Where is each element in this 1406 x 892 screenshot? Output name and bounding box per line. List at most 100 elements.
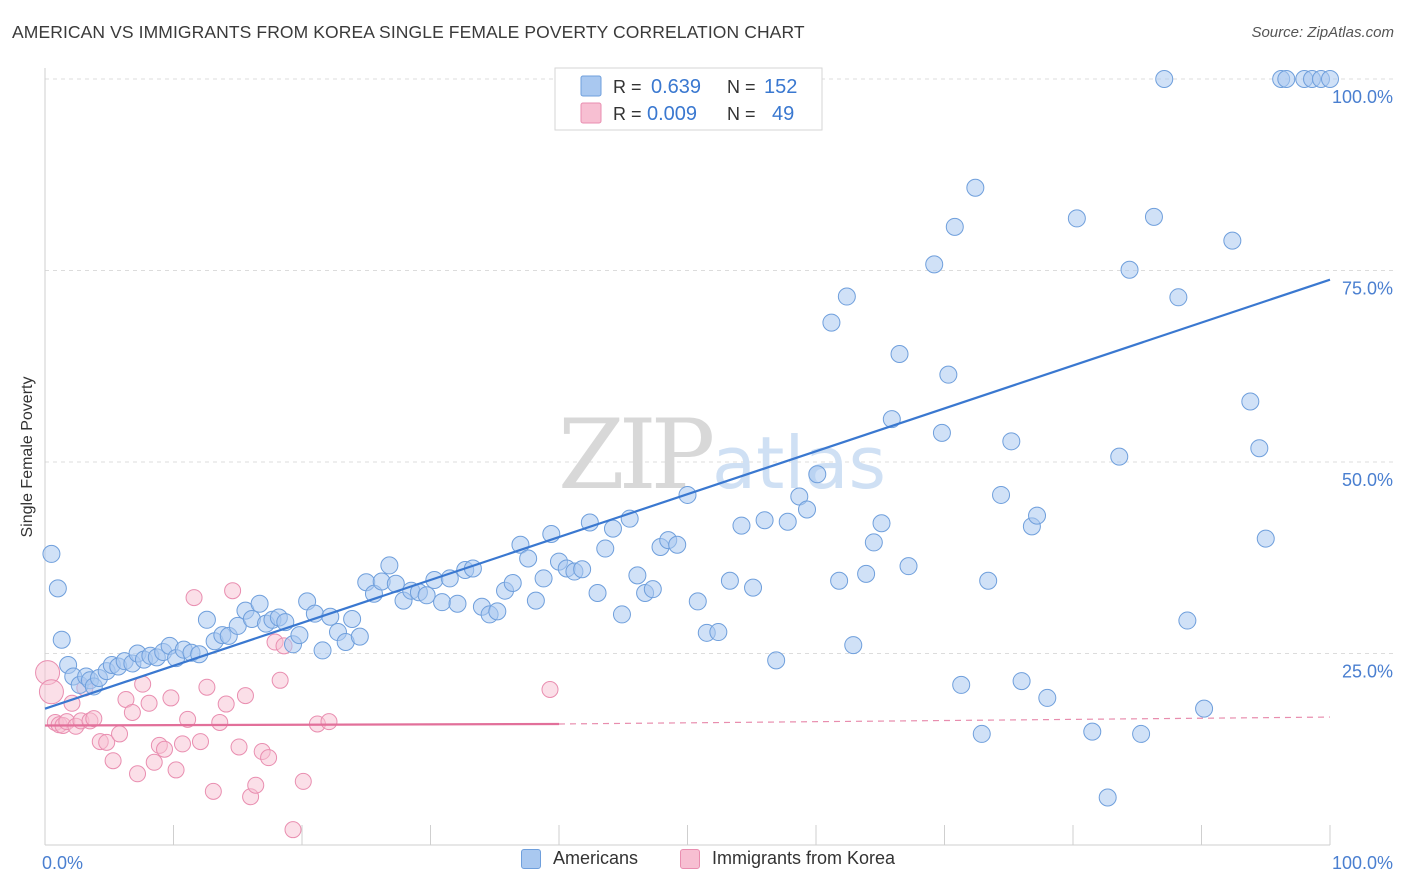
point-american-124	[1038, 688, 1057, 707]
point-american-76	[580, 513, 599, 532]
point-american-145	[1321, 70, 1339, 88]
point-korea-29	[191, 733, 209, 751]
point-american-68	[519, 549, 538, 568]
point-korea-32	[211, 713, 229, 731]
point-korea-42	[271, 671, 289, 689]
point-american-125	[1067, 209, 1086, 228]
source-label: Source: ZipAtlas.com	[1251, 24, 1394, 41]
point-american-91	[709, 623, 728, 642]
x-tick-label-0: 0.0%	[42, 853, 83, 873]
point-american-75	[573, 560, 592, 579]
point-american-137	[1241, 392, 1260, 411]
point-korea-17	[123, 703, 141, 721]
point-american-116	[966, 178, 985, 197]
point-korea-11	[85, 710, 103, 728]
point-korea-36	[236, 687, 254, 705]
point-korea-20	[140, 694, 158, 712]
point-american-99	[798, 500, 817, 519]
legend-n-value-2: 49	[772, 103, 794, 125]
point-american-101	[822, 313, 841, 332]
point-american-94	[744, 578, 763, 597]
point-american-131	[1144, 207, 1163, 226]
point-american-117	[972, 724, 991, 743]
point-american-25	[197, 610, 216, 629]
grid-lines	[45, 78, 1395, 654]
point-american-121	[1012, 672, 1031, 691]
legend-label-korea: Immigrants from Korea	[712, 848, 896, 868]
point-american-111	[925, 255, 944, 274]
point-korea-24	[162, 689, 180, 707]
axes	[44, 68, 1331, 846]
legend-r-label-1: R =	[613, 77, 642, 97]
point-korea-27	[179, 710, 197, 728]
legend-swatch-korea	[580, 102, 602, 124]
point-korea-38	[247, 776, 265, 794]
legend-swatch-korea-bottom	[680, 848, 700, 869]
trend-lines	[44, 278, 1331, 727]
point-american-133	[1169, 288, 1188, 307]
point-american-106	[864, 533, 883, 552]
legend-r-label-2: R =	[613, 104, 642, 124]
point-korea-13	[98, 733, 116, 751]
legend-n-label-1: N =	[727, 77, 756, 97]
watermark: ZIP atlas	[558, 399, 886, 511]
point-korea-40	[260, 749, 278, 767]
point-korea-44	[284, 821, 302, 839]
y-tick-label-3: 100.0%	[1332, 87, 1393, 107]
point-american-120	[1002, 432, 1021, 451]
point-american-70	[534, 569, 553, 588]
point-american-127	[1098, 788, 1117, 807]
point-american-93	[732, 516, 751, 535]
point-american-87	[668, 535, 687, 554]
point-american-141	[1277, 70, 1296, 88]
point-american-64	[488, 602, 507, 621]
american-points	[42, 70, 1339, 807]
point-american-108	[882, 410, 901, 429]
bottom-legend: Americans Immigrants from Korea	[0, 848, 1406, 880]
point-american-79	[603, 519, 622, 538]
point-korea-35	[230, 738, 248, 756]
point-american-59	[448, 594, 467, 613]
point-american-135	[1195, 699, 1214, 718]
point-korea-14	[104, 752, 122, 770]
legend-swatch-americans-bottom	[521, 848, 541, 869]
point-american-129	[1120, 260, 1139, 279]
point-korea-30	[198, 678, 216, 696]
point-american-77	[588, 583, 607, 602]
point-american-0	[42, 544, 61, 563]
point-american-113	[939, 365, 958, 384]
legend-item-korea: Immigrants from Korea	[680, 848, 895, 869]
point-american-89	[688, 592, 707, 611]
point-american-138	[1250, 439, 1269, 458]
point-american-38	[290, 626, 309, 645]
y-axis-label: Single Female Poverty	[19, 377, 36, 538]
point-american-41	[313, 641, 332, 660]
legend-n-label-2: N =	[727, 104, 756, 124]
point-korea-28	[185, 589, 203, 607]
point-american-96	[767, 651, 786, 670]
legend-r-value-2: 0.009	[647, 103, 697, 125]
point-american-57	[433, 593, 452, 612]
point-american-46	[350, 627, 369, 646]
point-american-80	[612, 605, 631, 624]
point-korea-21	[145, 753, 163, 771]
point-american-118	[979, 571, 998, 590]
chart-title: AMERICAN VS IMMIGRANTS FROM KOREA SINGLE…	[12, 22, 805, 42]
korea-points	[35, 582, 559, 839]
point-korea-18	[129, 765, 147, 783]
point-korea-48	[541, 681, 559, 699]
point-american-50	[380, 556, 399, 575]
point-american-103	[837, 287, 856, 306]
point-korea-25	[167, 761, 185, 779]
point-korea-45	[294, 772, 312, 790]
point-korea-33	[217, 695, 235, 713]
point-american-97	[778, 512, 797, 531]
point-american-66	[503, 574, 522, 593]
point-american-45	[343, 610, 362, 629]
legend-n-value-1: 152	[764, 76, 797, 98]
y-tick-label-0: 25.0%	[1342, 662, 1393, 682]
point-american-126	[1083, 722, 1102, 741]
point-american-114	[945, 217, 964, 236]
point-american-134	[1178, 611, 1197, 630]
point-american-136	[1223, 231, 1242, 250]
